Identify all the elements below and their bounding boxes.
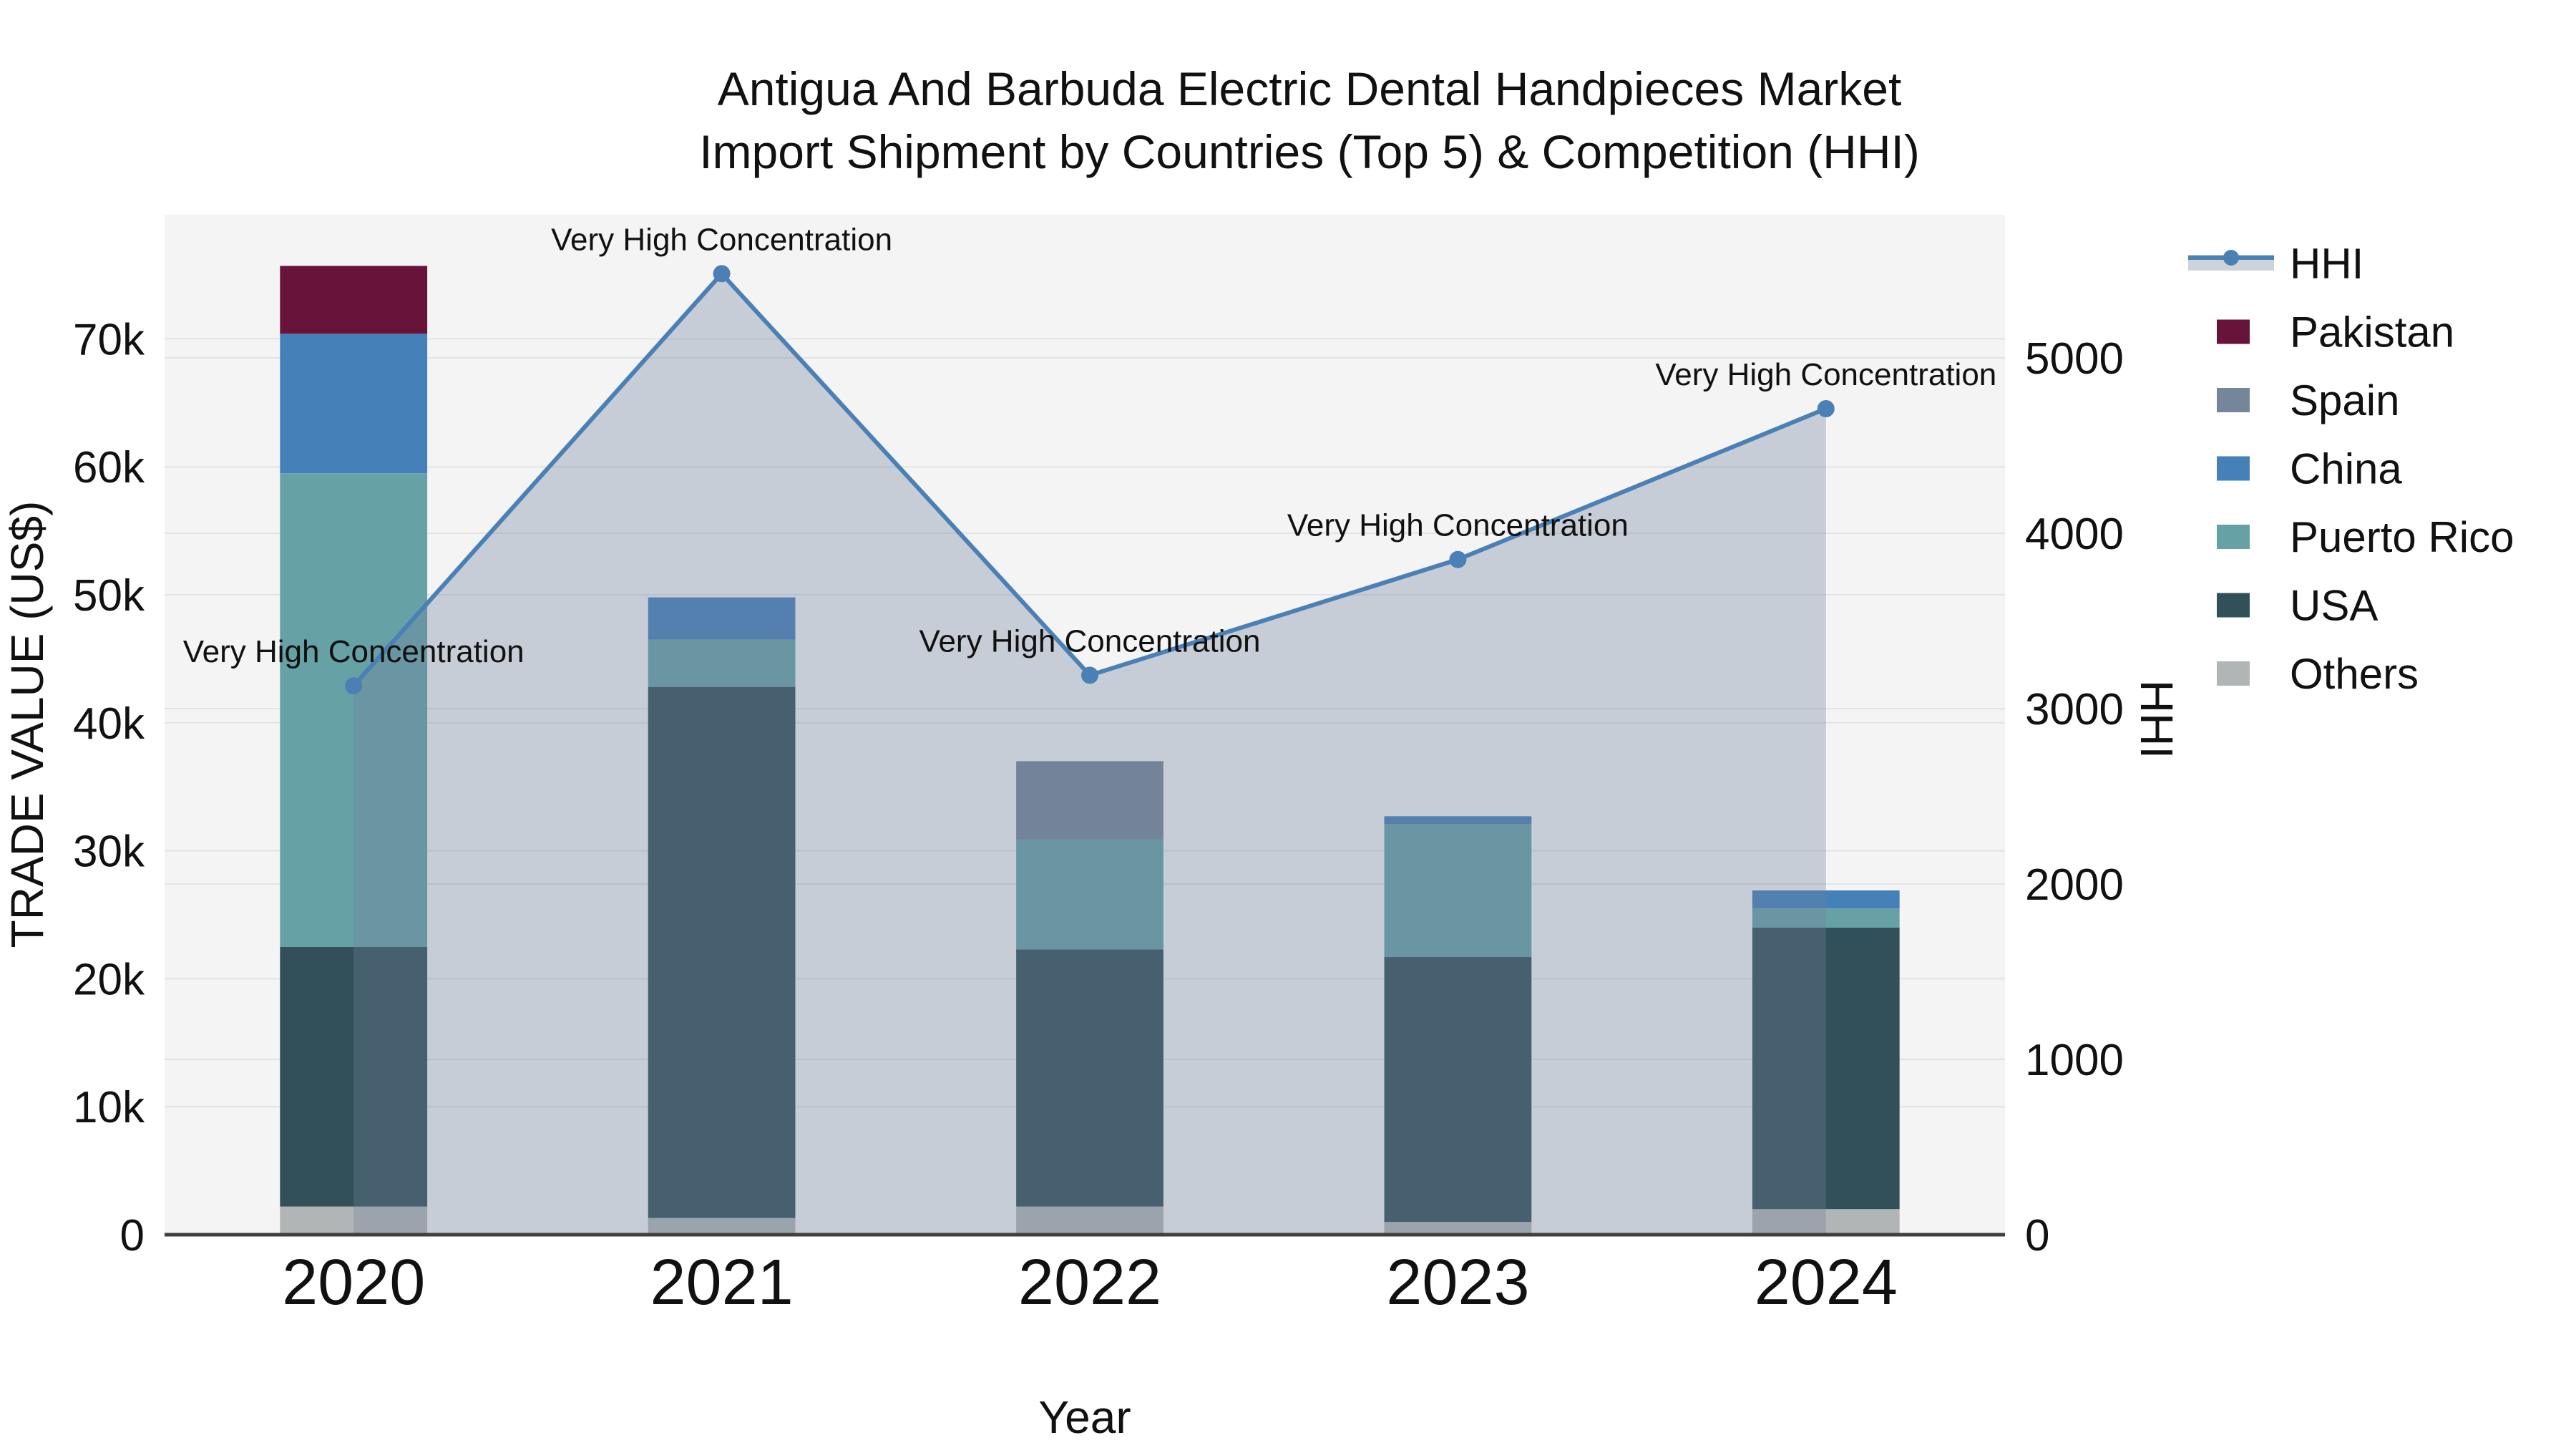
y-left-tick-10k: 10k <box>73 1083 145 1132</box>
annotation-2022: Very High Concentration <box>919 623 1261 659</box>
x-tick-2024: 2024 <box>1755 1247 1898 1318</box>
bar-usa-2022 <box>1016 949 1163 1207</box>
y-right-tick-1000: 1000 <box>2025 1036 2124 1085</box>
legend-item-hhi[interactable]: HHI <box>2188 240 2363 288</box>
bar-china-2020 <box>280 334 428 474</box>
x-tick-2021: 2021 <box>650 1247 793 1318</box>
legend-label-china: China <box>2290 445 2402 493</box>
bar-usa-2024 <box>1752 927 1900 1210</box>
legend-swatch-usa <box>2217 593 2250 618</box>
y-right-tick-3000: 3000 <box>2025 685 2124 734</box>
hhi-marker-2024 <box>1817 399 1835 417</box>
legend-item-spain[interactable]: Spain <box>2217 376 2399 424</box>
chart-title-line2: Import Shipment by Countries (Top 5) & C… <box>699 125 1920 178</box>
annotation-2020: Very High Concentration <box>183 634 525 669</box>
legend-item-others[interactable]: Others <box>2217 650 2419 698</box>
y-right-tick-5000: 5000 <box>2025 334 2124 384</box>
legend-label-spain: Spain <box>2290 376 2399 424</box>
y-left-tick-70k: 70k <box>73 315 145 364</box>
chart-title-line1: Antigua And Barbuda Electric Dental Hand… <box>718 62 1902 115</box>
annotation-2024: Very High Concentration <box>1655 357 1996 392</box>
hhi-line-layer <box>345 265 1835 695</box>
y-right-tick-2000: 2000 <box>2025 860 2124 910</box>
annotation-2021: Very High Concentration <box>551 222 892 257</box>
y-left-tick-0: 0 <box>120 1211 145 1260</box>
tick-labels-layer: 0 10k 20k 30k 40k 50k 60k 70k 0 1000 2000 3000 4000 5… <box>73 315 2124 1318</box>
x-tick-2022: 2022 <box>1018 1247 1161 1318</box>
x-tick-2023: 2023 <box>1386 1247 1529 1318</box>
bar-puerto-rico-2020 <box>280 473 428 947</box>
y-left-tick-30k: 30k <box>73 827 145 877</box>
annotations-layer: Very High Concentration Very High Concent… <box>183 222 1997 669</box>
legend-swatch-china <box>2217 456 2250 481</box>
annotation-2023: Very High Concentration <box>1287 508 1629 543</box>
legend-hhi-marker-icon <box>2223 250 2239 266</box>
bar-others-2024 <box>1752 1209 1900 1235</box>
y-left-tick-40k: 40k <box>73 699 145 749</box>
legend-swatch-puerto-rico <box>2217 525 2250 549</box>
bar-puerto-rico-2022 <box>1016 839 1163 950</box>
bar-usa-2020 <box>280 946 428 1207</box>
bar-puerto-rico-2023 <box>1384 824 1532 958</box>
y-right-tick-4000: 4000 <box>2025 510 2124 559</box>
bar-china-2023 <box>1384 816 1532 825</box>
bar-china-2021 <box>648 597 796 640</box>
bar-pakistan-2020 <box>280 266 428 334</box>
legend: HHI Pakistan Spain China Puerto Rico USA Other… <box>2188 240 2514 698</box>
bar-others-2023 <box>1384 1222 1532 1235</box>
legend-label-others: Others <box>2290 650 2419 698</box>
legend-item-usa[interactable]: USA <box>2217 582 2378 630</box>
hhi-area-layer <box>353 273 1826 1235</box>
bar-puerto-rico-2024 <box>1752 908 1900 928</box>
legend-item-puerto-rico[interactable]: Puerto Rico <box>2217 513 2514 561</box>
legend-label-hhi: HHI <box>2290 240 2363 288</box>
bar-usa-2021 <box>648 686 796 1218</box>
hhi-area-fill <box>353 273 1826 1235</box>
bars-layer <box>280 266 1900 1235</box>
bar-puerto-rico-2021 <box>648 639 796 687</box>
bar-china-2024 <box>1752 890 1900 909</box>
x-axis-title: Year <box>1038 1391 1131 1443</box>
y-right-tick-0: 0 <box>2025 1211 2049 1260</box>
hhi-marker-2021 <box>713 265 731 283</box>
legend-swatch-pakistan <box>2217 319 2250 344</box>
y-left-axis-title: TRADE VALUE (US$) <box>1 501 53 948</box>
bar-spain-2022 <box>1016 761 1163 840</box>
hhi-marker-2020 <box>345 677 363 695</box>
hhi-marker-2023 <box>1449 550 1467 568</box>
y-left-tick-20k: 20k <box>73 955 145 1004</box>
bar-others-2020 <box>280 1206 428 1235</box>
legend-swatch-spain <box>2217 388 2250 412</box>
x-tick-2020: 2020 <box>282 1247 425 1318</box>
y-left-tick-60k: 60k <box>73 443 145 492</box>
legend-label-pakistan: Pakistan <box>2290 308 2454 356</box>
bar-others-2022 <box>1016 1206 1163 1235</box>
legend-label-usa: USA <box>2290 582 2378 630</box>
hhi-marker-2022 <box>1081 666 1098 684</box>
legend-swatch-others <box>2217 661 2250 686</box>
y-left-tick-50k: 50k <box>73 571 145 621</box>
bar-others-2021 <box>648 1218 796 1235</box>
legend-label-puerto-rico: Puerto Rico <box>2290 513 2514 561</box>
legend-item-china[interactable]: China <box>2217 445 2402 493</box>
legend-item-pakistan[interactable]: Pakistan <box>2217 308 2454 356</box>
y-right-axis-title: HHI <box>2131 680 2182 759</box>
bar-usa-2023 <box>1384 957 1532 1223</box>
